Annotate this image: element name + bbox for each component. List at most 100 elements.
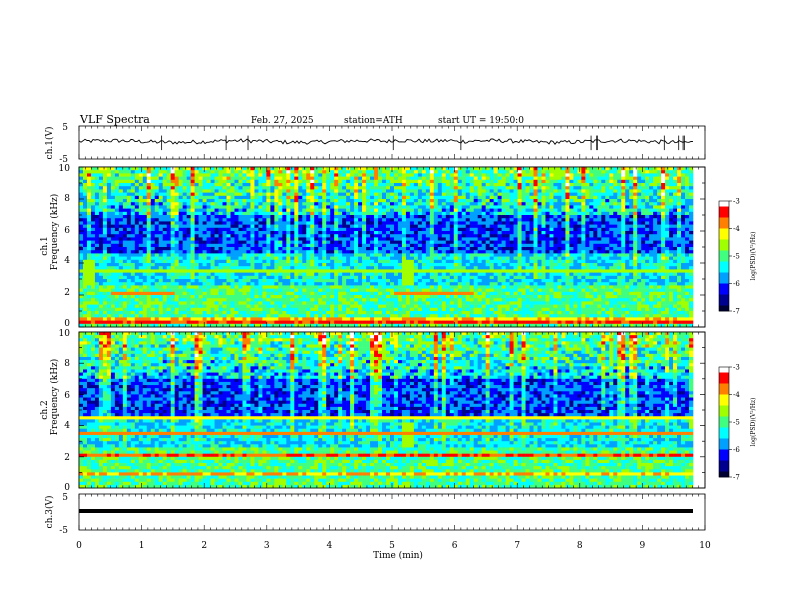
spec-cell <box>378 311 383 315</box>
spec-cell <box>326 215 331 219</box>
spec-cell <box>266 295 271 299</box>
spec-cell <box>190 189 195 193</box>
spec-cell <box>98 279 104 283</box>
spec-cell <box>198 275 203 280</box>
spec-cell <box>174 298 179 302</box>
spec-cell <box>146 275 152 280</box>
spec-cell <box>354 282 359 286</box>
spec-cell <box>437 298 443 302</box>
spec-cell <box>130 215 136 219</box>
spec-cell <box>370 227 375 232</box>
spec-cell <box>374 231 379 235</box>
spec-cell <box>290 269 295 273</box>
spec-cell <box>405 298 411 302</box>
spec-cell <box>294 323 299 328</box>
spec-cell <box>262 183 267 187</box>
spec-cell <box>238 234 243 238</box>
spec-cell <box>453 256 459 261</box>
spec-cell <box>162 189 168 193</box>
spec-cell <box>258 240 263 245</box>
spec-cell <box>194 253 199 257</box>
spec-cell <box>358 234 363 238</box>
spec-cell <box>290 192 295 197</box>
spec-cell <box>314 195 319 200</box>
spec-cell <box>246 320 251 325</box>
spec-cell <box>118 192 124 197</box>
spec-cell <box>266 301 271 305</box>
spec-cell <box>266 186 271 190</box>
spec-cell <box>98 247 104 251</box>
spec-cell <box>405 307 411 312</box>
spec-cell <box>218 205 223 209</box>
spec-cell <box>122 202 128 206</box>
spec-cell <box>433 291 439 296</box>
spec-cell <box>170 176 175 181</box>
spec-cell <box>278 291 283 296</box>
spec-cell <box>366 199 371 203</box>
spec-cell <box>362 282 367 286</box>
spec-cell <box>274 279 279 283</box>
spec-cell <box>453 298 459 302</box>
spec-cell <box>262 189 267 193</box>
spec-cell <box>194 317 199 321</box>
spec-cell <box>449 167 455 171</box>
spec-cell <box>226 199 231 203</box>
spec-cell <box>170 183 175 187</box>
spec-cell <box>250 295 255 299</box>
spec-cell <box>222 176 227 181</box>
spec-cell <box>198 195 203 200</box>
spec-cell <box>401 301 407 305</box>
spec-cell <box>441 167 447 171</box>
spec-cell <box>86 202 92 206</box>
spec-cell <box>198 320 203 325</box>
spec-cell <box>122 263 128 267</box>
spec-cell <box>449 189 455 193</box>
spec-cell <box>389 195 395 200</box>
spec-cell <box>82 298 88 302</box>
spec-cell <box>433 247 439 251</box>
spec-cell <box>413 237 419 241</box>
spec-cell <box>441 256 447 261</box>
spec-cell <box>162 215 168 219</box>
spec-cell <box>158 279 164 283</box>
spec-cell <box>158 231 164 235</box>
spec-cell <box>370 208 375 213</box>
spec-cell <box>441 247 447 251</box>
spec-cell <box>130 320 136 325</box>
spec-cell <box>346 231 351 235</box>
spec-cell <box>413 215 419 219</box>
spec-cell <box>294 208 299 213</box>
spec-cell <box>102 218 108 222</box>
spec-cell <box>154 311 160 315</box>
spec-cell <box>449 186 455 190</box>
spec-cell <box>174 231 179 235</box>
spec-cell <box>234 243 239 248</box>
spec-cell <box>286 266 291 270</box>
spec-cell <box>166 295 171 299</box>
spec-cell <box>310 253 315 257</box>
spec-cell <box>98 259 104 264</box>
spec-cell <box>382 167 387 171</box>
spec-cell <box>134 205 140 209</box>
spec-cell <box>310 202 315 206</box>
spec-cell <box>397 317 403 321</box>
spec-cell <box>198 263 203 267</box>
spec-cell <box>330 215 335 219</box>
spec-cell <box>166 298 171 302</box>
spec-cell <box>429 167 435 171</box>
spec-cell <box>374 250 379 254</box>
spec-cell <box>186 275 191 280</box>
spec-cell <box>134 218 140 222</box>
spec-cell <box>102 295 108 299</box>
spec-cell <box>465 183 471 187</box>
spec-cell <box>409 253 415 257</box>
spec-cell <box>162 298 168 302</box>
spec-cell <box>250 211 255 216</box>
spec-cell <box>90 183 96 187</box>
spec-cell <box>94 224 100 229</box>
spec-cell <box>386 298 391 302</box>
spec-cell <box>270 269 275 273</box>
spec-cell <box>449 314 455 318</box>
spec-cell <box>417 202 423 206</box>
spec-cell <box>465 221 471 225</box>
